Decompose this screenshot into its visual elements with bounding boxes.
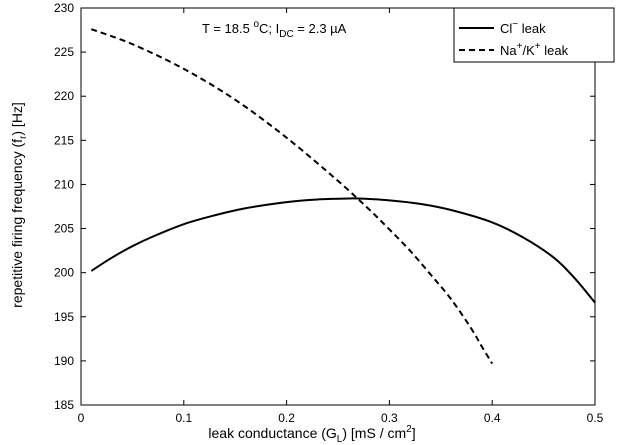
y-axis-label: repetitive firing frequency (fr) [Hz] — [9, 102, 29, 308]
y-tick-label: 205 — [54, 222, 74, 236]
y-tick-label: 210 — [54, 177, 74, 191]
axis-ticks: 0 0.1 0.2 0.3 0.4 0.5 185 190 195 200 205 210 215 220… — [54, 1, 604, 425]
legend-label-nak-leak: Na+/K+ leak — [500, 41, 569, 58]
x-axis-label: leak conductance (GL) [mS / cm2] — [208, 424, 415, 445]
legend-box — [453, 7, 615, 63]
series-line-cl-leak — [90, 197, 596, 304]
legend-label-cl-leak: Cl− leak — [500, 19, 546, 36]
y-tick-label: 200 — [54, 266, 74, 280]
y-tick-label: 230 — [54, 1, 74, 15]
y-tick-label: 215 — [54, 133, 74, 147]
chart-annotation: T = 18.5 oC; IDC = 2.3 µA — [202, 19, 347, 40]
y-tick-label: 195 — [54, 310, 74, 324]
x-tick-label: 0.2 — [278, 411, 295, 425]
y-tick-label: 220 — [54, 89, 74, 103]
plot-area: 0 0.1 0.2 0.3 0.4 0.5 185 190 195 200 205 210 215 220… — [54, 1, 604, 425]
x-tick-label: 0.3 — [381, 411, 398, 425]
plot-frame — [80, 7, 596, 406]
x-tick-label: 0.4 — [484, 411, 501, 425]
y-tick-label: 225 — [54, 45, 74, 59]
x-tick-label: 0.5 — [587, 411, 604, 425]
x-tick-label: 0 — [78, 411, 85, 425]
x-tick-label: 0.1 — [175, 411, 192, 425]
legend: Cl− leak Na+/K+ leak — [453, 7, 615, 63]
series-layer — [90, 28, 596, 365]
series-line-nak-leak — [90, 28, 494, 365]
y-tick-label: 190 — [54, 354, 74, 368]
y-tick-label: 185 — [54, 398, 74, 412]
